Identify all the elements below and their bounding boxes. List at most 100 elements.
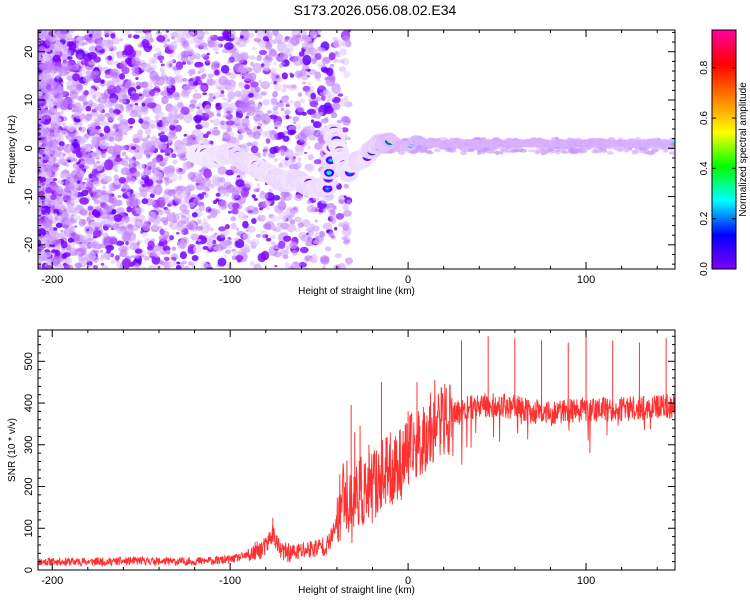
noise-blob [79, 236, 89, 243]
noise-blob [195, 182, 200, 186]
noise-blob [101, 265, 109, 269]
noise-blob [248, 32, 255, 38]
noise-blob [41, 55, 51, 63]
noise-blob [215, 51, 219, 55]
noise-blob [291, 84, 297, 89]
noise-blob [121, 258, 132, 269]
noise-blob [251, 46, 257, 51]
noise-blob [189, 262, 195, 266]
noise-blob [134, 49, 142, 57]
noise-blob [100, 262, 105, 266]
noise-blob [189, 37, 196, 45]
noise-blob [69, 185, 76, 191]
noise-blob [220, 64, 230, 74]
noise-blob [38, 46, 46, 55]
noise-blob [314, 71, 322, 80]
noise-blob [117, 117, 123, 121]
noise-blob [241, 215, 247, 221]
noise-blob [219, 177, 226, 183]
noise-blob [142, 116, 150, 121]
noise-blob [232, 166, 238, 174]
noise-blob [52, 54, 61, 63]
noise-blob [181, 236, 187, 241]
noise-blob [60, 241, 68, 249]
noise-blob [486, 149, 495, 154]
noise-blob [100, 212, 111, 220]
noise-blob [336, 119, 342, 124]
noise-blob [82, 242, 93, 250]
noise-blob [38, 32, 46, 39]
noise-blob [249, 260, 255, 267]
noise-blob [153, 184, 163, 196]
noise-blob [300, 71, 309, 81]
noise-blob [78, 253, 83, 257]
noise-blob [215, 192, 221, 197]
noise-blob [297, 77, 301, 81]
noise-blob [275, 78, 281, 83]
noise-blob [218, 226, 227, 232]
noise-blob [342, 35, 351, 42]
noise-blob [141, 81, 149, 89]
noise-blob [121, 231, 131, 243]
noise-blob [342, 116, 351, 126]
noise-blob [119, 38, 124, 42]
noise-blob [85, 105, 92, 112]
noise-blob [219, 233, 226, 238]
noise-blob [207, 73, 214, 78]
noise-blob [97, 114, 105, 122]
noise-blob [121, 184, 131, 195]
noise-blob [78, 243, 84, 247]
noise-blob [333, 40, 339, 44]
noise-blob [207, 215, 212, 220]
noise-blob [297, 157, 302, 162]
noise-blob [48, 59, 53, 65]
noise-blob [285, 114, 290, 120]
noise-blob [134, 102, 139, 106]
noise-blob [223, 254, 227, 258]
noise-blob [115, 201, 120, 206]
noise-blob [304, 151, 308, 154]
noise-blob [171, 211, 175, 215]
noise-blob [186, 49, 195, 56]
noise-blob [174, 74, 184, 84]
noise-blob [38, 176, 47, 183]
noise-blob [95, 42, 104, 51]
spectrogram-noise [38, 30, 675, 269]
noise-blob [39, 79, 48, 88]
noise-blob [93, 118, 99, 122]
noise-blob [241, 117, 250, 128]
noise-blob [202, 101, 207, 106]
noise-blob [104, 40, 109, 44]
noise-blob [228, 237, 232, 241]
noise-blob [92, 33, 102, 44]
noise-blob [220, 102, 230, 109]
noise-blob [137, 133, 143, 139]
noise-blob [282, 135, 290, 142]
noise-blob [78, 136, 89, 144]
noise-blob [318, 85, 325, 90]
noise-blob [129, 110, 139, 118]
noise-blob [227, 210, 232, 214]
noise-blob [117, 90, 128, 102]
noise-blob [195, 124, 203, 130]
noise-blob [203, 30, 210, 35]
noise-blob [192, 92, 202, 100]
noise-blob [68, 136, 72, 141]
noise-blob [286, 223, 297, 233]
noise-blob [102, 203, 109, 210]
noise-blob [96, 103, 105, 112]
noise-blob [92, 229, 102, 238]
noise-blob [115, 240, 125, 246]
noise-blob [300, 98, 305, 104]
noise-blob [153, 218, 161, 226]
noise-blob [108, 136, 115, 142]
noise-blob [154, 114, 160, 120]
noise-blob [86, 181, 94, 189]
noise-blob [134, 30, 144, 34]
noise-blob [130, 92, 140, 101]
noise-blob [187, 135, 194, 142]
noise-blob [253, 114, 262, 122]
noise-blob [271, 39, 279, 44]
noise-blob [204, 104, 211, 112]
